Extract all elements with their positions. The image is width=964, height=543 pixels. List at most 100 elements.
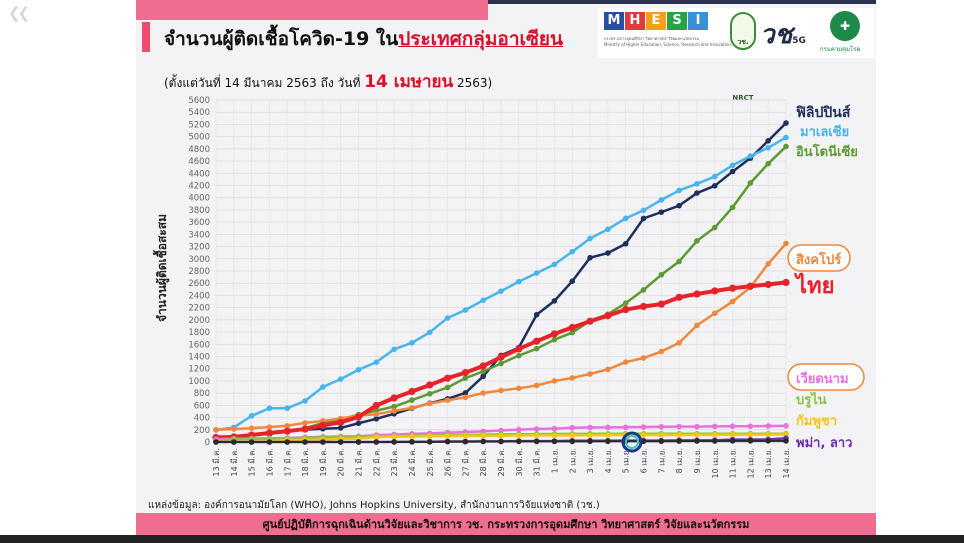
data-point xyxy=(765,145,771,151)
mhesi-logo-letter: M xyxy=(604,12,624,30)
data-point xyxy=(480,297,486,304)
data-point xyxy=(569,248,576,255)
x-tick-label: 25 มี.ค. xyxy=(426,448,435,476)
data-point xyxy=(516,278,522,285)
data-point xyxy=(568,323,576,332)
y-tick-label: 0 xyxy=(205,438,210,448)
y-tick-label: 2600 xyxy=(188,279,210,289)
legend-label: สิงคโปร์ xyxy=(796,251,841,268)
data-point xyxy=(498,432,504,439)
data-point xyxy=(764,280,772,289)
highlight-circle-inner xyxy=(625,435,639,449)
data-point xyxy=(658,423,665,430)
data-point xyxy=(729,423,736,430)
y-tick-label: 4000 xyxy=(188,194,210,204)
data-point xyxy=(533,432,540,439)
data-point xyxy=(498,288,504,294)
data-point xyxy=(516,432,522,439)
data-point xyxy=(533,438,540,445)
data-point xyxy=(320,439,326,445)
data-point xyxy=(622,300,629,306)
x-tick-label: 19 มี.ค. xyxy=(319,448,328,476)
data-point xyxy=(409,397,415,403)
data-point xyxy=(676,258,682,265)
mhesi-logo-caption: กระทรวงการอุดมศึกษา วิทยาศาสตร์ วิจัยและ… xyxy=(604,35,731,47)
data-point xyxy=(302,398,308,404)
data-point xyxy=(409,405,415,411)
data-point xyxy=(498,387,504,394)
data-point xyxy=(498,438,504,445)
mhesi-logo-letter: I xyxy=(688,12,708,30)
data-source-note: แหล่งข้อมูล: องค์การอนามัยโลก (WHO), Joh… xyxy=(148,500,600,511)
data-point xyxy=(587,424,593,431)
data-point xyxy=(551,438,558,445)
y-tick-label: 4800 xyxy=(188,145,210,155)
data-point xyxy=(765,260,771,267)
data-point xyxy=(409,439,415,445)
x-tick-label: 28 มี.ค. xyxy=(479,448,488,476)
data-point xyxy=(355,420,362,427)
data-point xyxy=(765,431,771,438)
y-tick-label: 600 xyxy=(194,401,210,411)
back-navigation-icon[interactable]: ❮❮ xyxy=(8,4,30,22)
data-point xyxy=(694,431,700,438)
data-point xyxy=(426,381,434,389)
data-point xyxy=(480,373,486,380)
data-point xyxy=(729,298,736,305)
data-point xyxy=(391,439,397,445)
data-point xyxy=(765,137,771,144)
mhesi-logo-letter: S xyxy=(667,12,687,30)
data-point xyxy=(283,427,291,435)
data-point xyxy=(569,329,576,336)
data-point xyxy=(569,424,576,431)
data-point xyxy=(694,190,700,196)
data-point xyxy=(479,362,487,370)
x-tick-label: 17 มี.ค. xyxy=(283,448,292,476)
data-point xyxy=(248,439,255,445)
x-tick-label: 3 เม.ย. xyxy=(586,448,595,473)
data-point xyxy=(444,384,451,391)
brand-5g-logo: วช5G xyxy=(760,14,806,55)
data-point xyxy=(231,426,237,432)
data-point xyxy=(515,345,523,353)
data-point xyxy=(266,439,273,445)
data-point xyxy=(480,368,486,375)
data-point xyxy=(783,143,789,150)
y-tick-label: 2800 xyxy=(188,267,210,277)
data-point xyxy=(516,352,522,359)
ddc-logo-caption: กรมควบคุมโรค xyxy=(820,46,861,53)
data-point xyxy=(657,300,665,308)
data-point xyxy=(587,432,593,439)
x-tick-label: 27 มี.ค. xyxy=(461,448,470,476)
data-point xyxy=(658,209,665,215)
data-point xyxy=(213,426,219,433)
data-point xyxy=(426,390,433,397)
data-point xyxy=(782,278,790,287)
data-point xyxy=(265,429,274,437)
data-point xyxy=(747,153,754,159)
x-tick-label: 6 เม.ย. xyxy=(640,448,649,473)
data-point xyxy=(533,311,540,318)
data-point xyxy=(391,403,397,410)
data-point xyxy=(213,439,219,445)
legend-label: มาเลเซีย xyxy=(800,124,849,140)
data-point xyxy=(729,204,736,211)
data-point xyxy=(676,432,682,438)
x-tick-label: 9 เม.ย. xyxy=(693,448,702,473)
x-tick-label: 8 เม.ย. xyxy=(675,448,684,473)
data-point xyxy=(533,382,540,389)
legend-label: พม่า, ลาว xyxy=(796,436,852,451)
data-point xyxy=(711,183,718,189)
data-point xyxy=(587,235,593,242)
line-chart: 0 200 400 600 800 1000 1200 1400 1600 1800 2000 220… xyxy=(152,96,865,479)
data-point xyxy=(426,433,433,439)
data-point xyxy=(711,431,718,438)
data-point xyxy=(783,423,789,429)
data-point xyxy=(231,439,237,445)
data-point xyxy=(569,438,576,445)
data-point xyxy=(711,423,718,430)
data-point xyxy=(426,329,433,336)
legend-highlight-ring xyxy=(787,363,865,391)
x-tick-label: 4 เม.ย. xyxy=(604,448,613,473)
x-tick-label: 7 เม.ย. xyxy=(657,448,666,473)
